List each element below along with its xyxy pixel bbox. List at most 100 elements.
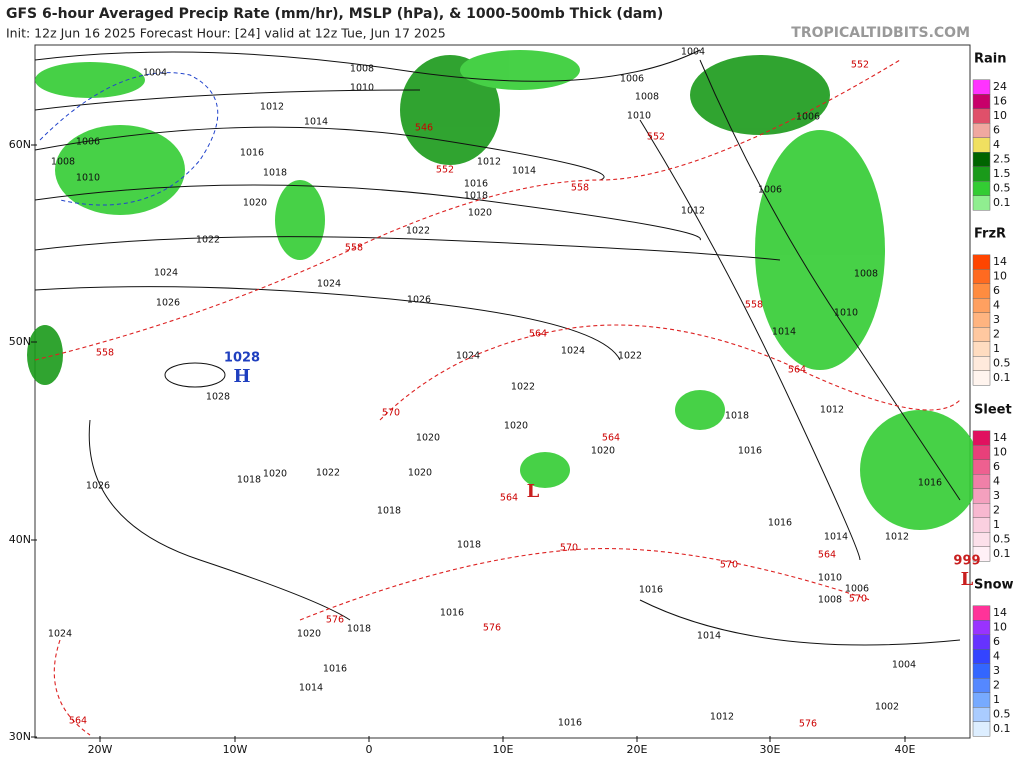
legend-label: 6 [993,635,1000,648]
legend-swatch [972,341,991,357]
legend-label: 0.5 [993,357,1011,370]
thickness-label: 546 [415,123,433,134]
thickness-label: 576 [326,615,344,626]
isobar-label: 1012 [710,712,734,723]
isobar-label: 1012 [820,405,844,416]
isobar [34,236,781,261]
legend-swatch [972,312,991,328]
thickness-label: 564 [69,716,87,727]
isobar-label: 1006 [845,584,869,595]
isobar-label: 1016 [918,478,942,489]
precip [35,62,145,98]
isobar-label: 1008 [51,157,75,168]
legend-label: 10 [993,621,1007,634]
isobar-label: 1016 [768,518,792,529]
isobar-label: 1022 [316,468,340,479]
legend-label: 2.5 [993,153,1011,166]
legend-swatch [972,108,991,124]
thickness-label: 558 [571,183,589,194]
lat-label: 60N [9,138,31,151]
legend-label: 6 [993,460,1000,473]
thickness-label: 570 [720,560,738,571]
thickness-label: 552 [647,132,665,143]
isobar-label: 1010 [627,111,651,122]
legend-label: 24 [993,80,1007,93]
thickness-label: 558 [345,243,363,254]
legend-title: Sleet [974,403,1012,418]
legend-label: 10 [993,109,1007,122]
isobar-label: 1018 [347,624,371,635]
legend-label: 0.5 [993,708,1011,721]
isobar-label: 1004 [681,47,705,58]
legend-title: Rain [974,52,1007,67]
isobar [88,419,351,621]
thickness-label: 564 [788,365,806,376]
isobar-label: 1018 [377,506,401,517]
isobar [34,89,421,111]
legend-label: 4 [993,475,1000,488]
isobar-label: 1026 [86,481,110,492]
lon-label: 0 [366,743,373,756]
legend-swatch [972,634,991,650]
legend-label: 10 [993,446,1007,459]
isobar-label: 1006 [796,112,820,123]
isobar-label: 1010 [834,308,858,319]
legend-label: 4 [993,138,1000,151]
isobar-label: 1020 [263,469,287,480]
isobar-label: 1012 [260,102,284,113]
isobar [639,119,861,561]
thickness-label: 552 [436,165,454,176]
isobar-label: 1028 [206,392,230,403]
isobar-label: 1014 [304,117,328,128]
legend-swatch [972,181,991,196]
precip [27,325,63,385]
center-letter: H [233,366,250,387]
isobar-label: 1004 [892,660,916,671]
isobar-label: 1014 [697,631,721,642]
site-credit: TROPICALTIDBITS.COM [791,25,970,41]
precip [55,125,185,215]
legend-swatch [972,269,991,284]
legend-label: 0.1 [993,722,1011,735]
thickness-line [299,548,871,621]
isobar-label: 1026 [156,298,180,309]
isobar-label: 1004 [143,68,167,79]
legend-label: 14 [993,431,1007,444]
isobar-label: 1016 [464,179,488,190]
lon-label: 20E [627,743,648,756]
legend-label: 3 [993,313,1000,326]
legend-label: 0.1 [993,371,1011,384]
legend-label: 2 [993,328,1000,341]
legend-title: FrzR [974,227,1006,242]
isobar-label: 1016 [323,664,347,675]
isobar-label: 1024 [48,629,72,640]
legend-swatch [972,94,991,109]
legend-label: 6 [993,124,1000,137]
isobar [164,362,226,388]
isobar-label: 1024 [154,268,178,279]
thickness-label: 564 [602,433,620,444]
legend-swatch [972,620,991,635]
isobar-label: 1016 [558,718,582,729]
isobar [34,286,621,361]
legend-swatch [972,503,991,518]
legend-swatch [972,370,991,386]
legend-swatch [972,195,991,211]
isobar-label: 1014 [772,327,796,338]
legend-label: 6 [993,284,1000,297]
isobar-label: 1026 [407,295,431,306]
lat-label: 30N [9,730,31,743]
isobar-label: 1022 [406,226,430,237]
isobar-label: 1024 [317,279,341,290]
thickness-line [379,324,961,421]
isobar-label: 1022 [618,351,642,362]
lon-label: 20W [88,743,113,756]
thickness-label: 576 [483,623,501,634]
legend-title: Snow [974,578,1014,593]
isobar-label: 1012 [885,532,909,543]
isobar-label: 1020 [591,446,615,457]
thickness-label: 570 [560,543,578,554]
legend-label: 0.1 [993,547,1011,560]
thickness-label: 576 [799,719,817,730]
subtitle: Init: 12z Jun 16 2025 Forecast Hour: [24… [6,26,446,41]
